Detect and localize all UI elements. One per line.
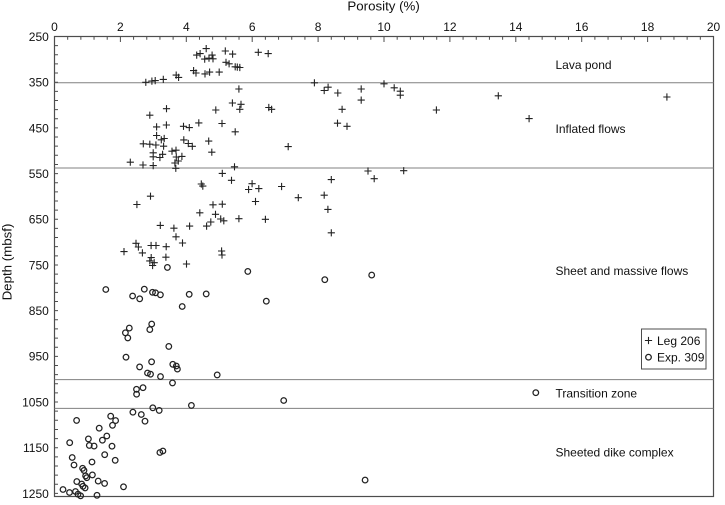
- svg-text:10: 10: [377, 20, 391, 34]
- svg-text:1150: 1150: [23, 441, 49, 455]
- svg-text:4: 4: [183, 20, 190, 34]
- svg-text:12: 12: [443, 20, 457, 34]
- svg-text:6: 6: [249, 20, 256, 34]
- svg-text:14: 14: [509, 20, 523, 34]
- svg-text:650: 650: [29, 213, 49, 227]
- svg-text:350: 350: [29, 76, 49, 90]
- svg-text:950: 950: [29, 350, 49, 364]
- svg-text:Inflated flows: Inflated flows: [556, 122, 626, 136]
- svg-text:18: 18: [641, 20, 655, 34]
- svg-text:0: 0: [51, 20, 58, 34]
- svg-text:Transition zone: Transition zone: [556, 386, 638, 400]
- svg-text:450: 450: [29, 121, 49, 135]
- svg-text:Sheeted dike complex: Sheeted dike complex: [556, 446, 674, 460]
- svg-text:550: 550: [29, 167, 49, 181]
- svg-text:20: 20: [707, 20, 721, 34]
- svg-text:1250: 1250: [22, 487, 49, 500]
- svg-text:Porosity (%): Porosity (%): [347, 0, 419, 13]
- svg-text:16: 16: [575, 20, 589, 34]
- svg-text:2: 2: [117, 20, 124, 34]
- svg-text:Lava pond: Lava pond: [556, 58, 612, 72]
- svg-text:1050: 1050: [22, 395, 49, 409]
- svg-text:Depth (mbsf): Depth (mbsf): [0, 224, 15, 301]
- svg-text:Sheet and massive flows: Sheet and massive flows: [556, 264, 689, 278]
- svg-text:Exp. 309: Exp. 309: [657, 351, 705, 365]
- svg-text:750: 750: [29, 258, 49, 272]
- svg-text:850: 850: [29, 304, 49, 318]
- svg-text:250: 250: [29, 30, 49, 44]
- svg-text:8: 8: [315, 20, 322, 34]
- svg-text:Leg 206: Leg 206: [657, 334, 701, 348]
